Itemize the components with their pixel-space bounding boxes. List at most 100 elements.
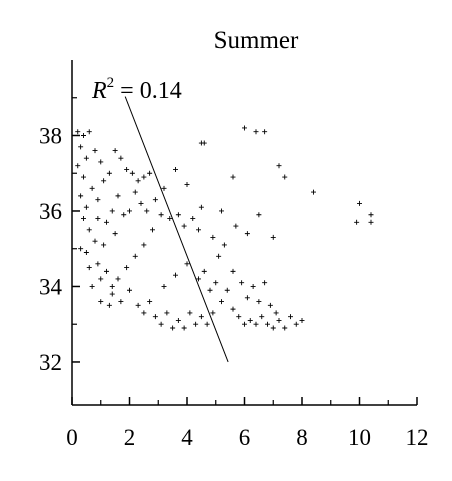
point — [244, 231, 250, 237]
point — [83, 204, 89, 210]
point — [144, 208, 150, 214]
point — [210, 310, 216, 316]
point — [124, 265, 130, 271]
point — [253, 321, 259, 327]
point — [354, 219, 360, 225]
point — [198, 204, 204, 210]
point — [98, 276, 104, 282]
point — [265, 321, 270, 327]
point — [132, 253, 138, 259]
point — [259, 314, 265, 320]
point — [250, 283, 256, 289]
point — [109, 283, 115, 289]
point — [204, 321, 210, 327]
point — [75, 129, 81, 135]
point — [170, 325, 176, 331]
point — [75, 163, 81, 169]
point — [92, 148, 98, 154]
point — [78, 246, 84, 252]
y-tick-label: 36 — [39, 199, 62, 224]
point — [127, 287, 132, 293]
annotation-base: R — [91, 78, 107, 104]
point — [150, 227, 155, 233]
point — [147, 170, 153, 176]
point — [224, 287, 230, 293]
point — [135, 302, 141, 308]
point — [115, 193, 121, 199]
point — [256, 299, 262, 305]
point — [152, 197, 158, 203]
point — [230, 174, 236, 180]
point — [124, 166, 130, 172]
point — [141, 174, 147, 180]
point — [242, 125, 247, 131]
point — [129, 170, 135, 176]
point — [109, 208, 115, 214]
point — [244, 295, 250, 301]
point — [190, 216, 196, 222]
point — [230, 306, 236, 312]
point — [115, 276, 121, 282]
point — [201, 268, 207, 274]
point — [98, 299, 104, 305]
chart-title: Summer — [214, 27, 299, 54]
point — [101, 242, 107, 248]
point — [242, 321, 247, 327]
point — [282, 325, 288, 331]
point — [86, 129, 92, 135]
point — [181, 325, 187, 331]
point — [262, 280, 268, 286]
annotation-superscript: 2 — [107, 75, 115, 91]
point — [121, 212, 127, 218]
point — [213, 280, 219, 286]
point — [98, 159, 104, 165]
point — [262, 129, 268, 135]
point — [95, 261, 101, 267]
point — [95, 216, 101, 222]
point — [270, 325, 276, 331]
point — [288, 314, 293, 320]
point — [198, 314, 204, 320]
point — [118, 299, 124, 305]
point — [112, 148, 118, 154]
point — [181, 223, 187, 229]
y-tick-label: 34 — [39, 274, 63, 299]
point — [293, 321, 299, 327]
point — [184, 182, 190, 188]
point — [230, 268, 236, 274]
annotation-rest: = 0.14 — [114, 78, 182, 104]
point — [173, 166, 178, 172]
point — [311, 189, 316, 195]
point — [152, 314, 158, 320]
point — [158, 321, 164, 327]
x-tick-label: 6 — [239, 425, 251, 450]
x-tick-label: 2 — [124, 425, 136, 450]
point — [161, 185, 167, 191]
point — [239, 280, 245, 286]
point — [95, 197, 101, 203]
point — [276, 163, 282, 169]
point — [164, 310, 170, 316]
point — [256, 212, 262, 218]
x-tick-label: 12 — [406, 425, 429, 450]
point — [236, 314, 242, 320]
point — [161, 283, 167, 289]
point — [92, 238, 98, 244]
point — [112, 231, 118, 237]
point — [267, 302, 273, 308]
y-tick-label: 32 — [39, 350, 62, 375]
point — [141, 242, 147, 248]
point — [299, 317, 305, 323]
point — [247, 317, 253, 323]
point — [147, 299, 153, 305]
fit-line — [124, 96, 229, 363]
y-tick-label: 38 — [39, 123, 62, 148]
point — [368, 212, 374, 218]
point — [201, 140, 207, 146]
point — [221, 242, 227, 248]
point — [141, 310, 147, 316]
x-tick-label: 0 — [66, 425, 78, 450]
point — [282, 174, 288, 180]
